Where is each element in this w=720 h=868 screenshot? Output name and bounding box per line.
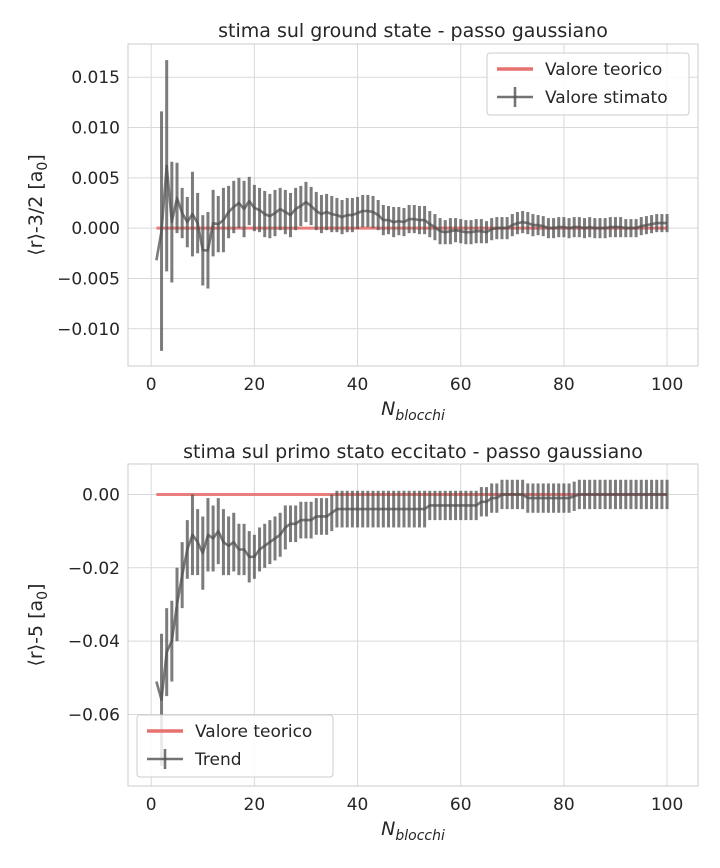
y-tick-label: −0.02 xyxy=(68,559,120,579)
x-tick-label: 80 xyxy=(553,795,575,815)
x-tick-label: 40 xyxy=(347,795,369,815)
x-tick-label: 20 xyxy=(244,375,266,395)
x-tick-label: 0 xyxy=(146,375,157,395)
x-tick-label: 80 xyxy=(553,375,575,395)
x-axis-label-sub: blocchi xyxy=(395,408,445,424)
y-tick-label: 0.010 xyxy=(71,119,120,139)
chart-panel-2: 0 20 40 60 80 100 −0.06 −0.04 −0.02 0.00 stima sul… xyxy=(25,441,699,844)
x-tick-label: 40 xyxy=(347,375,369,395)
y-axis-label-sub: 0 xyxy=(35,591,51,600)
x-axis-label-main: N xyxy=(381,398,395,420)
legend-estimate-label: Trend xyxy=(194,750,242,770)
y-tick-label: −0.010 xyxy=(57,320,120,340)
x-tick-label: 100 xyxy=(651,375,683,395)
estimate-line xyxy=(155,164,667,261)
legend: Valore teorico Valore stimato xyxy=(486,52,690,116)
y-tick-label: −0.04 xyxy=(68,632,120,652)
plot-frame xyxy=(127,43,699,367)
chart-title: stima sul primo stato eccitato - passo g… xyxy=(183,441,643,463)
y-tick-label: −0.005 xyxy=(57,269,120,289)
estimate-line xyxy=(155,493,667,702)
chart-title: stima sul ground state - passo gaussiano xyxy=(218,20,608,42)
y-tick-label: −0.06 xyxy=(68,705,120,725)
plot-frame xyxy=(127,463,699,787)
x-tick-label: 60 xyxy=(450,375,472,395)
y-axis-label-main: ⟨r⟩-3/2 [a xyxy=(25,171,47,256)
legend-theory-label: Valore teorico xyxy=(545,60,662,80)
legend-estimate-label: Valore stimato xyxy=(545,88,668,108)
legend-theory-label: Valore teorico xyxy=(195,722,312,742)
y-tick-label: 0.005 xyxy=(71,169,120,189)
x-tick-label: 100 xyxy=(651,795,683,815)
y-axis-label: ⟨r⟩-3/2 [a0] xyxy=(25,154,51,256)
y-tick-label: 0.000 xyxy=(71,219,120,239)
y-tick-label: 0.00 xyxy=(82,485,120,505)
x-tick-label: 20 xyxy=(244,795,266,815)
x-axis-label-main: N xyxy=(381,818,395,840)
x-axis-label: Nblocchi xyxy=(381,818,445,844)
y-axis-label: ⟨r⟩-5 [a0] xyxy=(25,583,51,666)
x-tick-label: 0 xyxy=(146,795,157,815)
y-axis-label-end: ] xyxy=(25,583,47,590)
chart-panel-1: 0 20 40 60 80 100 −0.010 −0.005 0.000 0.005 0.010 0… xyxy=(25,20,699,424)
x-axis-label: Nblocchi xyxy=(381,398,445,424)
y-axis-label-sub: 0 xyxy=(35,162,51,171)
x-tick-label: 60 xyxy=(450,795,472,815)
y-axis-label-main: ⟨r⟩-5 [a xyxy=(25,600,47,667)
legend-box xyxy=(486,52,690,116)
y-tick-label: 0.015 xyxy=(71,68,120,88)
legend-box xyxy=(136,714,334,778)
legend: Valore teorico Trend xyxy=(136,714,334,778)
x-axis-label-sub: blocchi xyxy=(395,828,445,844)
y-axis-label-end: ] xyxy=(25,154,47,161)
